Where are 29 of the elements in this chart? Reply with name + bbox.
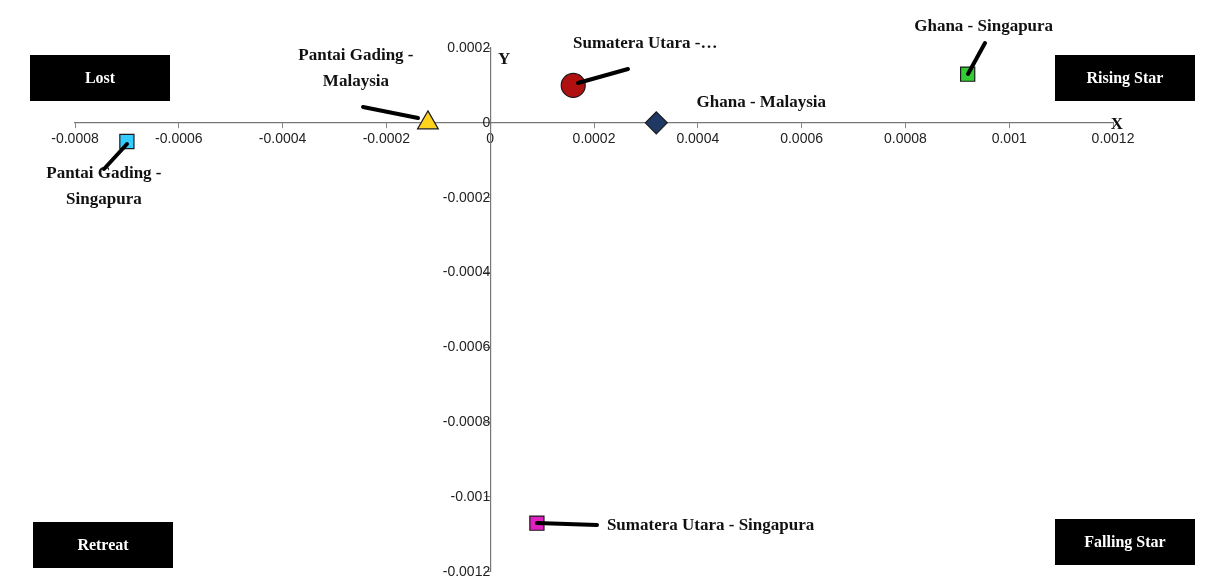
text: Ghana - Singapura	[914, 15, 1054, 35]
y-tick-label: -0.001	[450, 487, 491, 504]
x-tick-label: 0.0002	[572, 130, 616, 147]
y-tick-label: -0.0012	[442, 562, 491, 579]
text: Sumatera Utara - Singapura	[606, 514, 815, 534]
series-label: Sumatera Utara -…	[573, 32, 718, 52]
x-tick-label: 0.0006	[780, 130, 824, 147]
quadrant-label-box: Falling Star	[1055, 519, 1195, 565]
series-label: Pantai Gading - Malaysia	[298, 45, 414, 91]
quadrant-label-box: Retreat	[33, 522, 173, 568]
y-tick-label: -0.0002	[442, 188, 491, 205]
y-tick-label: 0.0002	[447, 38, 491, 55]
quadrant-label-box: Lost	[30, 55, 170, 101]
x-tick-label: 0.0004	[676, 130, 720, 147]
x-tick-label: 0.0008	[883, 130, 928, 147]
point	[644, 111, 668, 135]
x-tick-label: -0.0008	[51, 130, 99, 147]
x-tick-label: -0.0004	[258, 130, 307, 147]
y-tick-label: -0.0004	[442, 263, 491, 280]
series-label: Pantai Gading - Singapura	[46, 162, 162, 208]
x-tick-label: -0.0006	[155, 130, 203, 147]
y-axis-title: Y	[498, 49, 511, 69]
x-tick-label: -0.0002	[362, 130, 411, 147]
x-tick-label: 0.001	[991, 130, 1027, 147]
y-tick-label: -0.0006	[442, 338, 491, 355]
quadrant-label-box: Rising Star	[1055, 55, 1195, 101]
point	[560, 72, 586, 99]
series-label: Ghana - Malaysia	[696, 92, 827, 112]
y-tick-label: -0.0008	[442, 413, 491, 429]
